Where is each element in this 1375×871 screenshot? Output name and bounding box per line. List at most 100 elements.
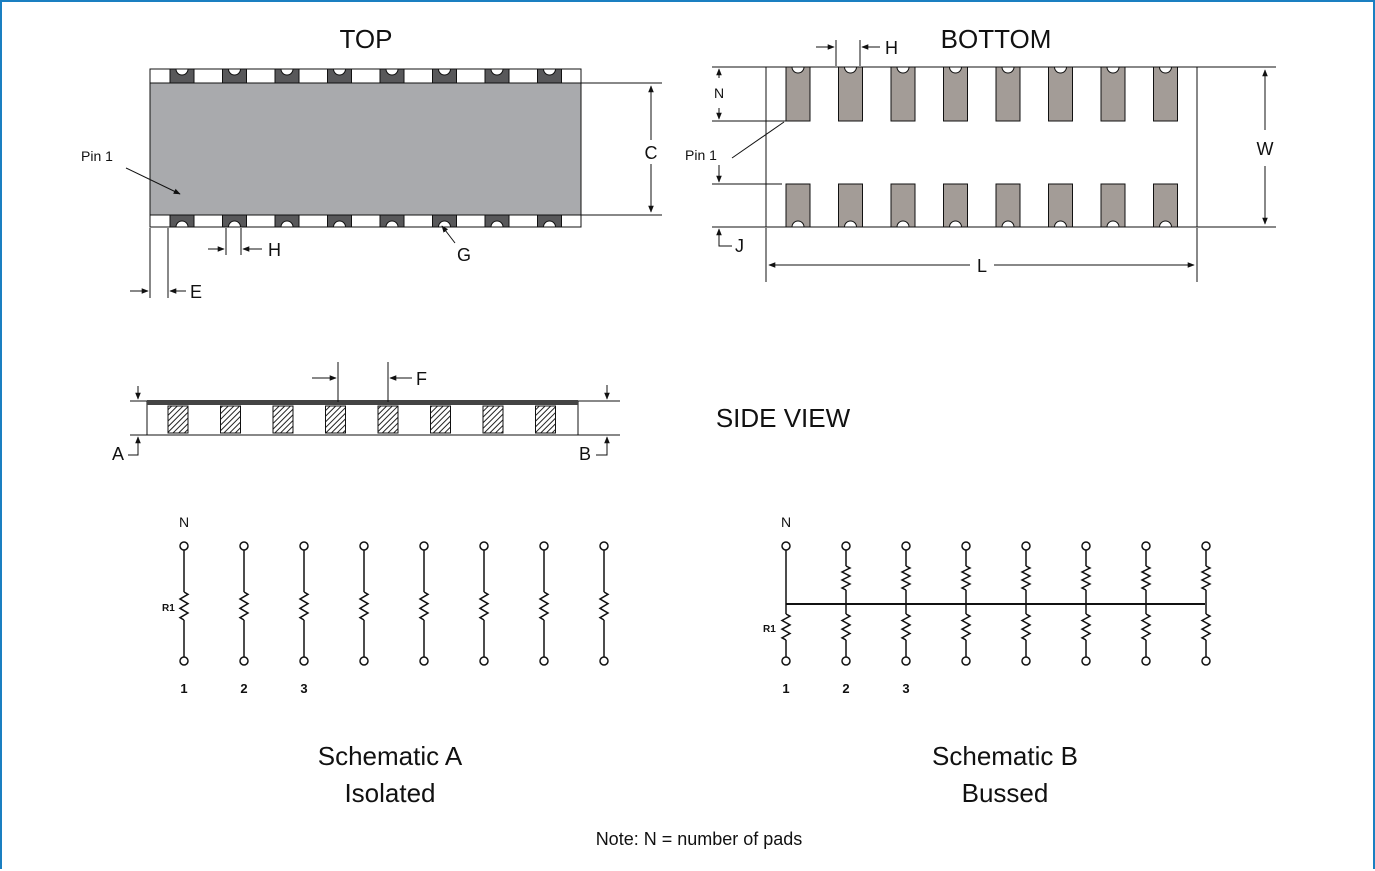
schematic-b-terminal-top: [1201, 541, 1211, 551]
schematic-a-terminal-bottom: [419, 656, 429, 666]
top-view-title: TOP: [340, 24, 393, 54]
schematic-b-resistor-upper: [960, 565, 972, 591]
schematic-b-terminal-bottom: [841, 656, 851, 666]
schematic-b-resistor-lower: [1020, 613, 1032, 641]
top-pad-upper: [222, 68, 247, 84]
bottom-pad-upper: [785, 66, 811, 122]
dim-e-label: E: [190, 282, 202, 302]
schematic-a-resistor: [238, 591, 250, 621]
schematic-a-resistor: [538, 591, 550, 621]
dim-h-label: H: [268, 240, 281, 260]
schematic-a-pin-2: 2: [240, 681, 247, 696]
side-pad: [377, 405, 399, 434]
top-pad-lower: [169, 214, 195, 228]
top-pad-upper: [484, 68, 510, 84]
side-pad: [325, 405, 346, 434]
schematic-a-terminal-top: [539, 541, 549, 551]
schematic-b-resistor-lower: [780, 613, 792, 641]
schematic-a-pin-1: 1: [180, 681, 187, 696]
bottom-pad-lower: [1100, 183, 1126, 228]
dim-l-label: L: [977, 256, 987, 276]
schematic-a-resistor: [298, 591, 310, 621]
top-pad-upper: [537, 68, 562, 84]
bottom-view-title: BOTTOM: [941, 24, 1052, 54]
bottom-pad-lower: [1048, 183, 1073, 228]
schematic-a-terminal-top: [239, 541, 249, 551]
top-view: TOP Pin 1 C E H G: [81, 24, 662, 302]
bottom-pad-upper: [838, 66, 863, 122]
side-pad: [482, 405, 504, 434]
schematic-a-resistor: [358, 591, 370, 621]
top-pad-lower: [432, 214, 457, 228]
dim-c-label: C: [645, 143, 658, 163]
bottom-pin1-leader: [731, 121, 785, 159]
bottom-pad-lower: [785, 183, 811, 228]
schematic-b-terminal-top: [1021, 541, 1031, 551]
schematic-a-title: Schematic A: [318, 741, 463, 771]
bottom-pad-upper: [1100, 66, 1126, 122]
schematic-b-resistor-lower: [1140, 613, 1152, 641]
schematic-a-terminal-bottom: [359, 656, 369, 666]
top-pads-upper: [169, 68, 562, 84]
side-view: SIDE VIEW A B F: [112, 362, 851, 464]
bottom-pads-upper: [785, 66, 1178, 122]
bottom-pads-lower: [785, 183, 1178, 228]
schematic-a-pin-3: 3: [300, 681, 307, 696]
schematic-b-resistor-upper: [1080, 565, 1092, 591]
bottom-pad-upper: [1153, 66, 1178, 122]
top-pad-lower: [222, 214, 247, 228]
bottom-pad-lower: [995, 183, 1021, 228]
top-pad-lower: [484, 214, 510, 228]
schematic-a-resistor: [178, 591, 190, 621]
bottom-pad-lower: [1153, 183, 1178, 228]
bottom-pad-lower: [890, 183, 916, 228]
schematic-b-terminal-top: [781, 541, 791, 551]
schematic-a-resistor: [418, 591, 430, 621]
dim-a-label: A: [112, 444, 124, 464]
dim-g-label: G: [457, 245, 471, 265]
schematic-b-terminal-top: [1081, 541, 1091, 551]
schematic-b-pin-3: 3: [902, 681, 909, 696]
schematic-a-terminal-top: [179, 541, 189, 551]
schematic-b-terminal-bottom: [901, 656, 911, 666]
top-pad-upper: [327, 68, 352, 84]
schematic-b-resistor-lower: [1080, 613, 1092, 641]
schematic-a: N R1 1 2 3 Schematic A Isolated: [162, 514, 610, 808]
top-pad-lower: [379, 214, 405, 228]
note-text: Note: N = number of pads: [596, 829, 803, 849]
bottom-pad-upper: [1048, 66, 1073, 122]
top-pad-upper: [169, 68, 195, 84]
schematic-b-title: Schematic B: [932, 741, 1078, 771]
schematic-a-terminal-top: [479, 541, 489, 551]
top-pad-upper: [379, 68, 405, 84]
schematic-b-terminal-bottom: [961, 656, 971, 666]
top-pad-upper: [432, 68, 457, 84]
schematic-a-terminal-top: [299, 541, 309, 551]
schematic-b-resistor-lower: [1200, 613, 1212, 641]
schematic-b-terminal-bottom: [781, 656, 791, 666]
schematic-b-r1-label: R1: [763, 624, 776, 635]
top-pads-lower: [169, 214, 562, 228]
dim-j-label: J: [735, 236, 744, 256]
schematic-b-resistor-upper: [1140, 565, 1152, 591]
schematic-b-pin-1: 1: [782, 681, 789, 696]
schematic-a-resistor: [598, 591, 610, 621]
schematic-a-terminal-bottom: [299, 656, 309, 666]
schematic-b-terminal-bottom: [1201, 656, 1211, 666]
schematic-b: N R1 1 2 3 Schematic B Bussed: [763, 514, 1212, 808]
schematic-b-terminal-top: [901, 541, 911, 551]
bottom-pin1-label: Pin 1: [685, 147, 717, 163]
schematic-b-resistor-upper: [1200, 565, 1212, 591]
dim-w-label: W: [1257, 139, 1274, 159]
schematic-a-n-label: N: [179, 514, 189, 530]
schematic-b-resistor-lower: [960, 613, 972, 641]
bottom-pad-lower: [838, 183, 863, 228]
top-pad-lower: [274, 214, 300, 228]
bottom-pad-upper: [943, 66, 968, 122]
schematic-b-terminal-top: [1141, 541, 1151, 551]
schematic-a-resistor: [478, 591, 490, 621]
top-pad-lower: [327, 214, 352, 228]
schematic-a-terminal-bottom: [179, 656, 189, 666]
schematic-b-resistor-lower: [900, 613, 912, 641]
